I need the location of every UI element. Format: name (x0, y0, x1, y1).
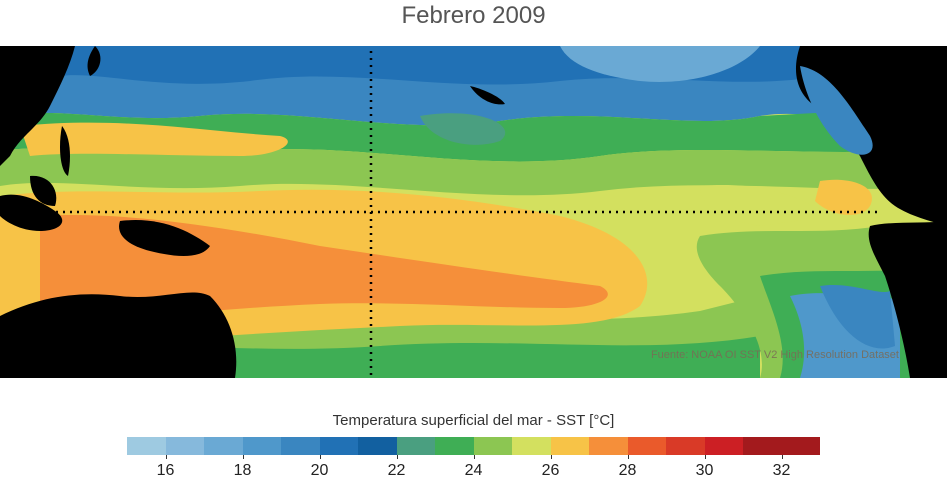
colorbar-tick (473, 455, 475, 459)
colorbar-swatch (319, 437, 358, 455)
colorbar-swatch (781, 437, 820, 455)
colorbar-tick (627, 455, 629, 459)
maritime-continent (0, 194, 63, 231)
colorbar-tick-label: 24 (464, 462, 483, 479)
colorbar-tick (165, 455, 167, 459)
borneo (30, 175, 57, 206)
colorbar-swatch (127, 437, 166, 455)
colorbar-tick (704, 455, 706, 459)
japan-island (87, 46, 101, 76)
colorbar-swatch (165, 437, 204, 455)
colorbar (127, 437, 820, 455)
colorbar-swatch (358, 437, 397, 455)
colorbar-swatch (666, 437, 705, 455)
colorbar-swatch (512, 437, 551, 455)
colorbar-tick-label: 30 (695, 462, 714, 479)
colorbar-tick-label: 28 (618, 462, 637, 479)
colorbar-swatch (242, 437, 281, 455)
colorbar-label: Temperatura superficial del mar - SST [°… (332, 412, 615, 429)
sst-map (0, 46, 947, 378)
colorbar-swatch (704, 437, 743, 455)
colorbar-tick-label: 26 (541, 462, 560, 479)
panama-warm (815, 179, 872, 216)
north-light-patch (560, 46, 760, 82)
map-title: Febrero 2009 (401, 2, 546, 29)
colorbar-tick-label: 32 (772, 462, 791, 479)
north-warm-strip (20, 122, 288, 156)
colorbar-swatch (473, 437, 512, 455)
asia-land (0, 46, 75, 166)
colorbar-swatch (743, 437, 782, 455)
north-lightgreen-band (0, 146, 947, 196)
colorbar-swatch (589, 437, 628, 455)
ecuador-band (700, 185, 830, 226)
colorbar-ticks: 16 18 20 22 24 26 28 30 32 (0, 455, 947, 480)
philippines (60, 126, 70, 176)
colorbar-swatch (550, 437, 589, 455)
source-note: Fuente: NOAA OI SST V2 High Resolution D… (650, 349, 899, 361)
colorbar-tick-label: 18 (233, 462, 252, 479)
colorbar-swatch (396, 437, 435, 455)
south-america (868, 221, 947, 378)
colorbar-tick-label: 16 (156, 462, 175, 479)
hawaii (470, 86, 505, 105)
colorbar-tick (242, 455, 244, 459)
colorbar-swatch (435, 437, 474, 455)
colorbar-swatch (204, 437, 243, 455)
mexico-pacific-water (800, 66, 873, 155)
colorbar-tick (781, 455, 783, 459)
north-teal-patch (420, 113, 506, 145)
colorbar-tick (550, 455, 552, 459)
colorbar-swatch (627, 437, 666, 455)
colorbar-tick-label: 22 (387, 462, 406, 479)
colorbar-tick (396, 455, 398, 459)
colorbar-tick (319, 455, 321, 459)
colorbar-tick-label: 20 (310, 462, 329, 479)
east-teal (820, 284, 895, 349)
australia (0, 292, 237, 378)
colorbar-swatch (281, 437, 320, 455)
new-guinea (119, 220, 210, 256)
